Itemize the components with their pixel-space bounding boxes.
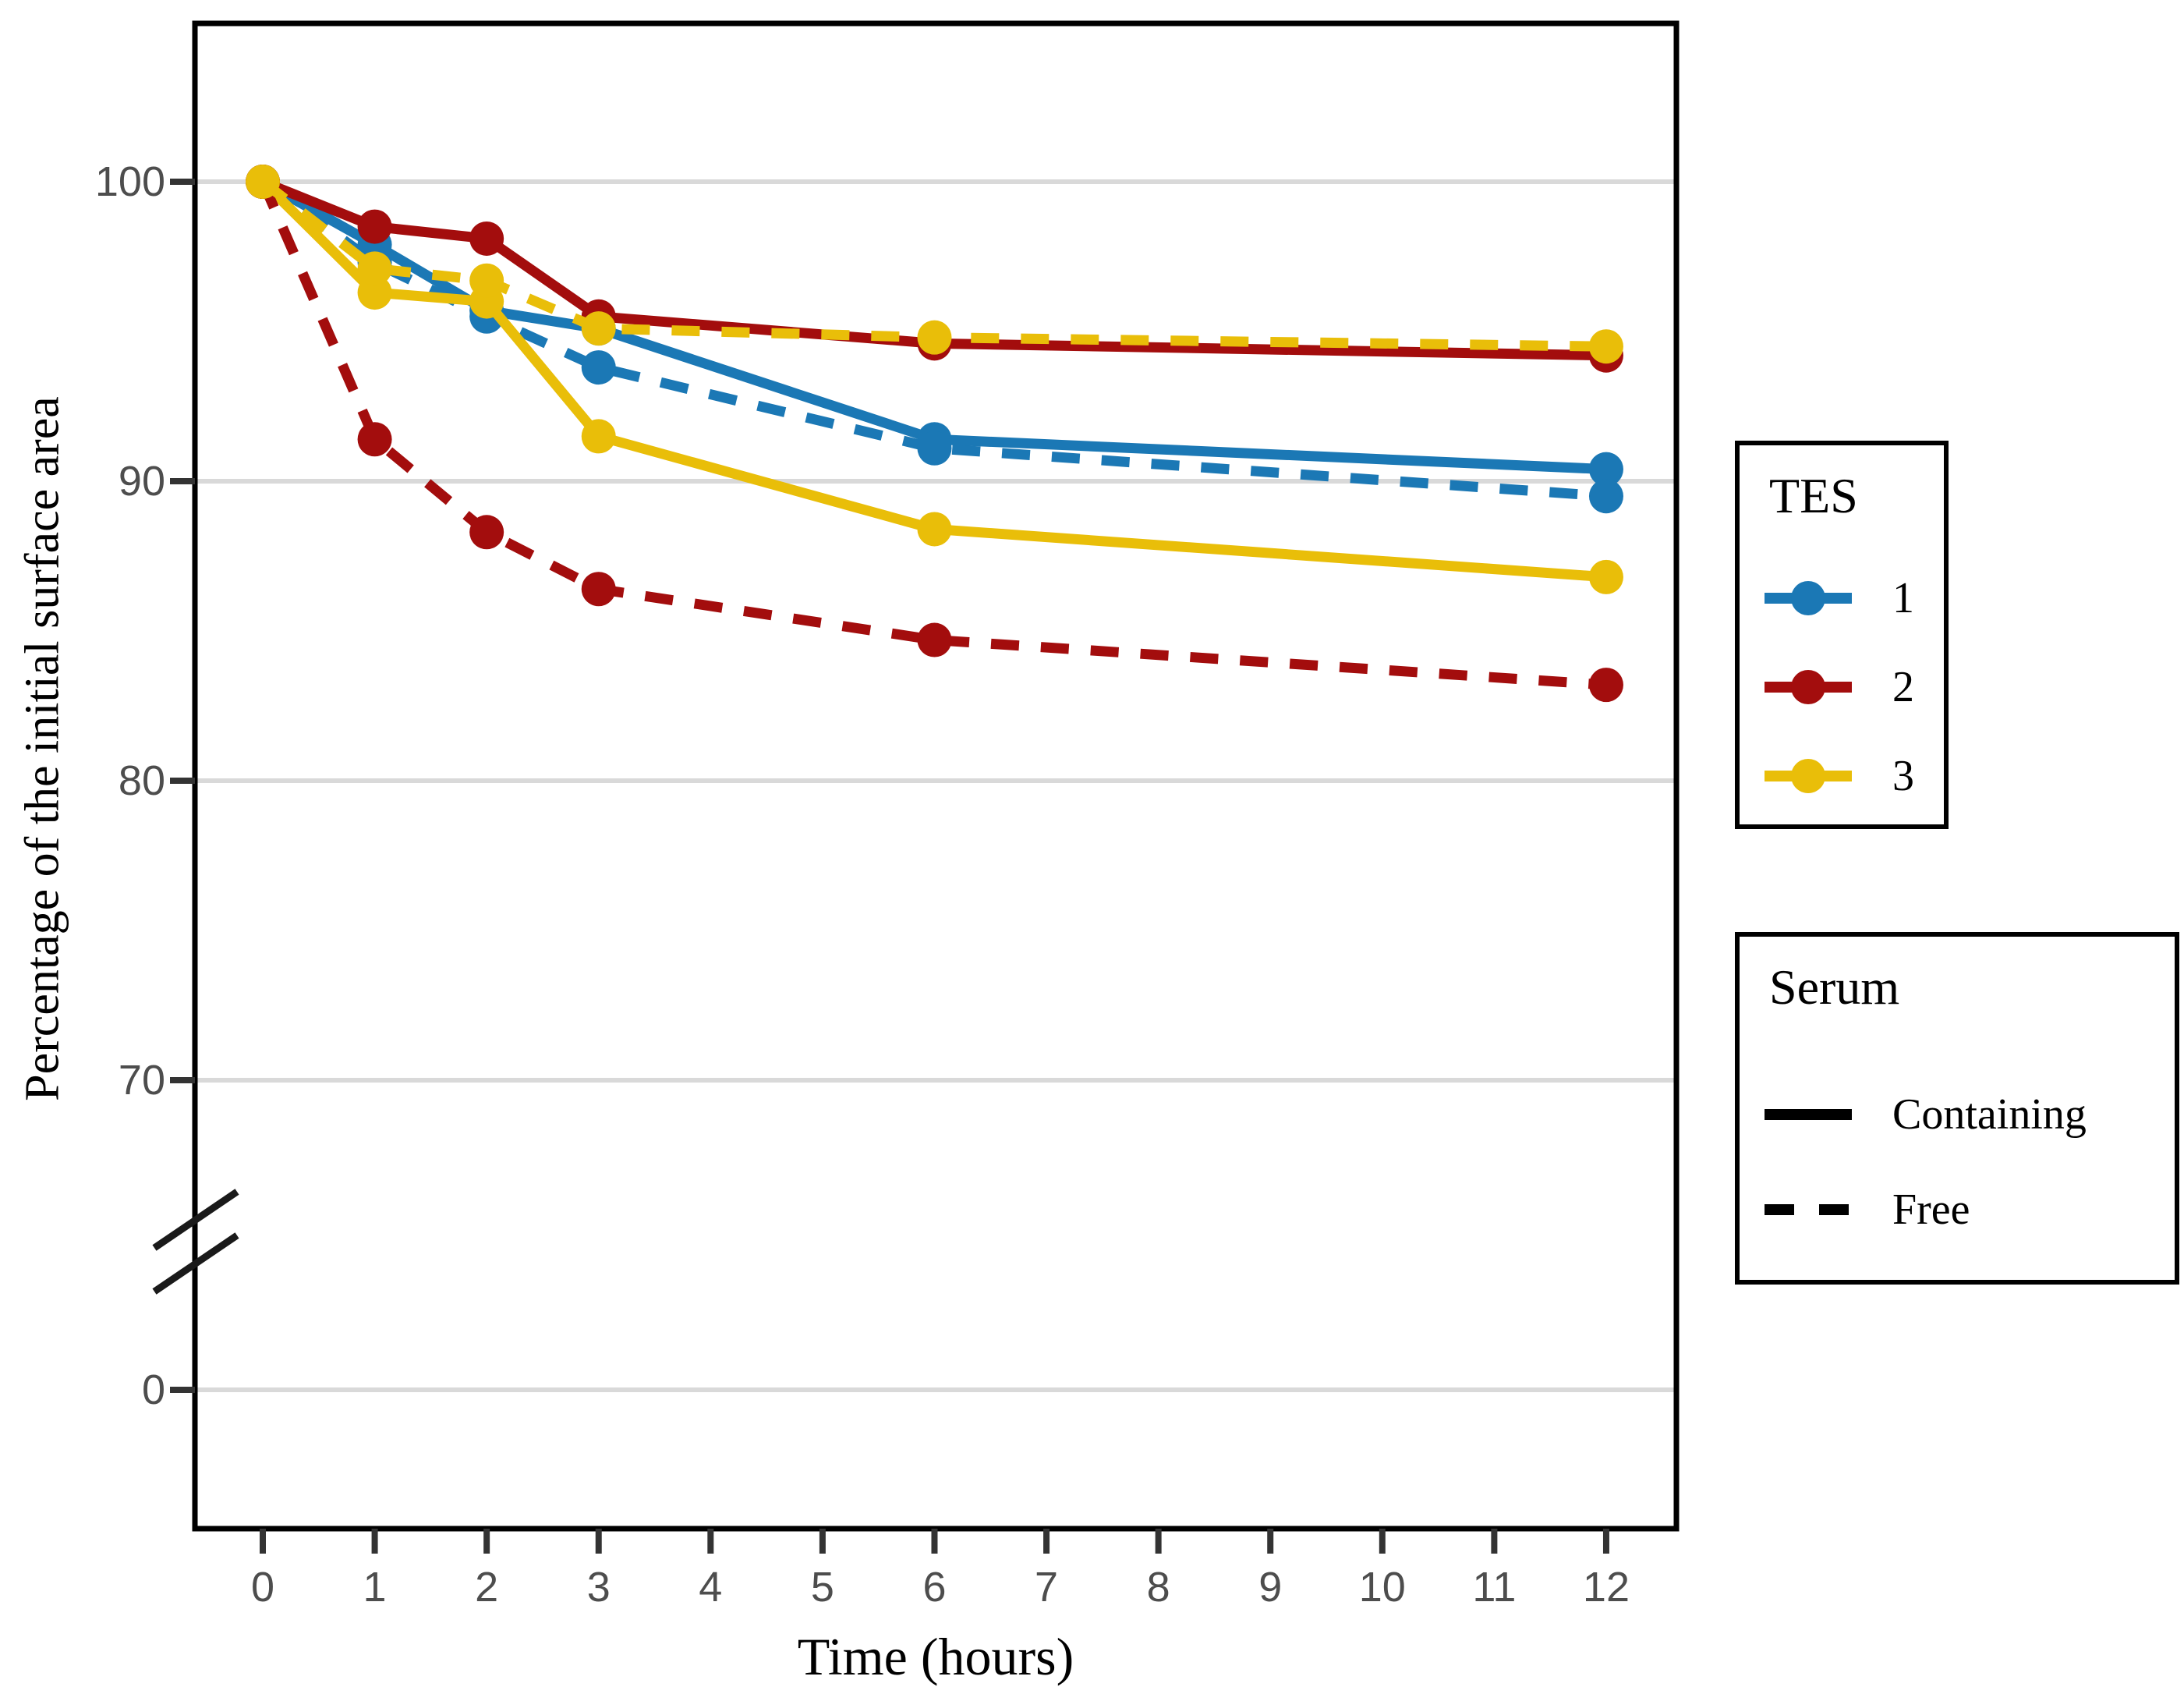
- legend-key-icon: [1765, 1204, 1852, 1215]
- legend-entry-label: 2: [1892, 663, 1914, 711]
- series-tes2-free-marker-h3: [581, 572, 616, 607]
- series-tes3-free-marker-h6: [917, 320, 952, 355]
- y-tick-label-90: 90: [118, 458, 165, 505]
- series-tes1-containing-line: [260, 177, 1607, 475]
- data-series-layer: [246, 165, 1623, 703]
- plot-border: [192, 20, 1680, 1532]
- y-tick-label-80: 80: [118, 757, 165, 804]
- x-tick-label-3: 3: [586, 1564, 611, 1611]
- series-tes2-free-marker-h12: [1588, 668, 1623, 703]
- x-tick-label-8: 8: [1146, 1564, 1170, 1611]
- series-tes2-containing-marker-h1: [357, 209, 392, 244]
- series-tes1-containing-marker-h12: [1588, 452, 1623, 487]
- x-tick-label-4: 4: [699, 1564, 723, 1611]
- x-tick-label-9: 9: [1258, 1564, 1283, 1611]
- legend-serum: Serum Containing Free: [1735, 932, 2179, 1285]
- x-tick-label-7: 7: [1035, 1564, 1059, 1611]
- legend-tes-title: TES: [1769, 468, 1858, 523]
- y-axis-break-icon: [152, 1189, 239, 1295]
- y-axis-title: Percentage of the initial surface area: [16, 396, 69, 1101]
- legend-key-icon: [1765, 581, 1852, 615]
- series-tes1-free-marker-h12: [1588, 479, 1623, 514]
- series-tes3-containing-marker-h6: [917, 512, 952, 547]
- gridlines-layer: [195, 179, 1676, 1392]
- series-tes1-free-marker-h6: [917, 431, 952, 466]
- legend-serum-title: Serum: [1769, 959, 1900, 1015]
- x-tick-label-12: 12: [1582, 1564, 1630, 1611]
- series-tes3-containing-marker-h3: [581, 419, 616, 454]
- series-tes3-containing-marker-h1: [357, 275, 392, 310]
- x-axis-title: Time (hours): [797, 1627, 1074, 1686]
- series-tes2-containing-marker-h2: [469, 221, 504, 256]
- legend-point-icon: [1791, 670, 1825, 704]
- legend-tes: TES 1 2 3: [1735, 441, 1949, 829]
- y-tick-label-70: 70: [118, 1057, 165, 1104]
- legend-key-icon: [1765, 759, 1852, 793]
- legend-key-icon: [1765, 670, 1852, 704]
- legend-point-icon: [1791, 581, 1825, 615]
- series-tes2-free-marker-h1: [357, 422, 392, 457]
- series-tes2-free-marker-h6: [917, 622, 952, 657]
- legend-entry-label: 1: [1892, 574, 1914, 622]
- series-tes3-free-marker-h3: [581, 311, 616, 346]
- y-tick-label-100: 100: [94, 158, 165, 205]
- x-tick-label-10: 10: [1358, 1564, 1406, 1611]
- x-tick-label-1: 1: [363, 1564, 387, 1611]
- x-tick-label-5: 5: [810, 1564, 834, 1611]
- series-tes2-containing-line: [260, 176, 1607, 361]
- series-tes3-free-marker-h12: [1588, 329, 1623, 364]
- y-tick-label-0: 0: [141, 1366, 165, 1413]
- legend-point-icon: [1791, 759, 1825, 793]
- x-tick-label-2: 2: [475, 1564, 499, 1611]
- series-tes3-free-marker-h0: [246, 165, 280, 199]
- legend-entry-label: Containing: [1892, 1090, 2087, 1139]
- legend-entry-label: 3: [1892, 752, 1914, 800]
- series-tes3-free-marker-h2: [469, 263, 504, 298]
- series-tes3-containing-line: [259, 178, 1607, 583]
- series-tes2-free-marker-h2: [469, 515, 504, 550]
- series-tes3-free-line: [260, 177, 1607, 352]
- series-tes1-free-marker-h3: [581, 350, 616, 385]
- x-tick-label-11: 11: [1472, 1564, 1517, 1611]
- series-tes2-free-line: [258, 179, 1607, 690]
- series-tes3-free-marker-h1: [357, 251, 392, 286]
- x-tick-label-0: 0: [250, 1564, 275, 1611]
- x-tick-label-6: 6: [922, 1564, 947, 1611]
- legend-key-icon: [1765, 1109, 1852, 1120]
- axis-ticks-layer: [170, 179, 1609, 1554]
- legend-entry-label: Free: [1892, 1185, 1970, 1234]
- series-tes3-containing-marker-h12: [1588, 559, 1623, 594]
